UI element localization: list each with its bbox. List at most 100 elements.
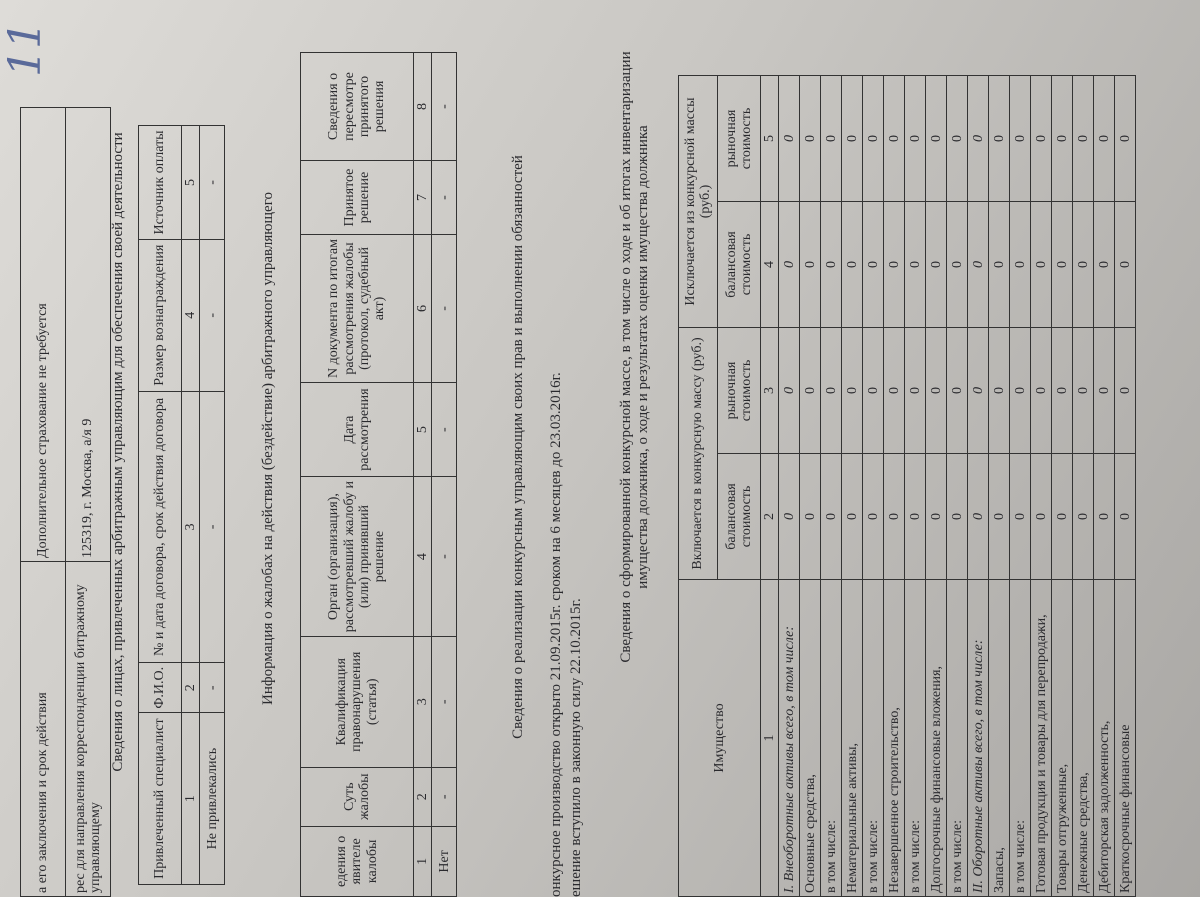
value-cell: 0	[988, 75, 1010, 202]
row-label: Нематериальные активы,	[841, 579, 863, 897]
header-row: едения о явителе калобы Суть жалобы Квалиф…	[300, 52, 414, 897]
number-cell: 4	[413, 476, 432, 637]
number-cell: 5	[760, 75, 779, 202]
row-label: Товары отгруженные,	[1051, 579, 1073, 897]
value-cell: 0	[904, 327, 926, 454]
value-cell: 0	[778, 75, 800, 202]
value-cell: 0	[799, 327, 821, 454]
table-row: Нематериальные активы, 0 0 0 0	[841, 75, 863, 897]
value-cell: 0	[1030, 453, 1052, 580]
value-cell: 0	[799, 453, 821, 580]
section-title: Сведения о реализации конкурсным управля…	[510, 155, 526, 739]
value-cell: 0	[967, 327, 989, 454]
value-cell: 0	[988, 453, 1010, 580]
number-cell: 3	[413, 636, 432, 768]
value-cell: 0	[820, 327, 842, 454]
table-row: Запасы, 0 0 0 0	[988, 75, 1010, 897]
value-cell: 0	[1093, 75, 1115, 202]
value-cell: 0	[778, 327, 800, 454]
complaints-table: едения о явителе калобы Суть жалобы Квалиф…	[300, 52, 457, 897]
value-cell: 0	[862, 327, 884, 454]
value-cell: 0	[946, 327, 968, 454]
value-cell: 0	[988, 327, 1010, 454]
header-cell: Источник оплаты	[138, 125, 182, 240]
header-cell: балансовая стоимость	[717, 453, 761, 580]
table-row: в том числе: 0 0 0 0	[904, 75, 926, 897]
table-cell: -	[199, 662, 225, 713]
row-label: Краткосрочные финансовые	[1114, 579, 1136, 897]
header-row: Имущество Включается в конкурсную массу (…	[678, 75, 761, 897]
value-cell: 0	[904, 75, 926, 202]
table-cell: -	[431, 52, 457, 161]
value-cell: 0	[841, 75, 863, 202]
value-cell: 0	[1072, 327, 1094, 454]
row-label: Долгосрочные финансовые вложения,	[925, 579, 947, 897]
value-cell: 0	[1072, 75, 1094, 202]
value-cell: 0	[862, 75, 884, 202]
table-row: Основные средства, 0 0 0 0	[799, 75, 821, 897]
value-cell: 0	[883, 327, 905, 454]
value-cell: 0	[1114, 201, 1136, 328]
value-cell: 0	[1051, 75, 1073, 202]
value-cell: 0	[1114, 327, 1136, 454]
table-row: Нет - - - - - - -	[431, 52, 457, 897]
row-label: в том числе:	[862, 579, 884, 897]
header-cell: Суть жалобы	[300, 767, 414, 827]
number-cell: 2	[181, 662, 200, 713]
value-cell: 0	[967, 201, 989, 328]
value-cell: 0	[1093, 327, 1115, 454]
table-row: Готовая продукция и товары для перепрода…	[1030, 75, 1052, 897]
value-cell: 0	[988, 201, 1010, 328]
header-cell: Размер вознаграждения	[138, 239, 182, 392]
value-cell: 0	[1114, 453, 1136, 580]
table-cell: рес для направления корреспонденции битр…	[65, 561, 111, 897]
top-table: а его заключения и срок действия Дополнит…	[20, 107, 111, 897]
persons-table: Привлеченный специалист Ф.И.О. № и дата до…	[138, 125, 225, 885]
value-cell: 0	[967, 453, 989, 580]
table-cell: -	[199, 239, 225, 392]
value-cell: 0	[946, 75, 968, 202]
number-cell: 1	[413, 826, 432, 897]
number-cell: 8	[413, 52, 432, 161]
table-cell: 125319, г. Москва, а/я 9	[65, 107, 111, 562]
value-cell: 0	[1030, 327, 1052, 454]
header-cell: Орган (организация), рассмотревший жалоб…	[300, 476, 414, 637]
header-cell: Принятое решение	[300, 160, 414, 235]
paragraph-line: ешение вступило в законную силу 22.10.20…	[568, 598, 584, 897]
section-title: Сведения о сформированной конкурсной мас…	[618, 51, 651, 663]
table-row: Товары отгруженные, 0 0 0 0	[1051, 75, 1073, 897]
row-label: Незавершенное строительство,	[883, 579, 905, 897]
header-cell: рыночная стоимость	[717, 327, 761, 454]
row-label: I. Внеоборотные активы всего, в том числ…	[778, 579, 800, 897]
value-cell: 0	[946, 201, 968, 328]
table-cell: -	[199, 125, 225, 240]
table-cell: а его заключения и срок действия	[20, 561, 66, 897]
value-cell: 0	[1093, 201, 1115, 328]
number-cell: 5	[181, 125, 200, 240]
table-row: Дебиторская задолженность, 0 0 0 0	[1093, 75, 1115, 897]
value-cell: 0	[904, 201, 926, 328]
table-row: Денежные средства, 0 0 0 0	[1072, 75, 1094, 897]
value-cell: 0	[1009, 327, 1031, 454]
value-cell: 0	[820, 75, 842, 202]
value-cell: 0	[862, 201, 884, 328]
value-cell: 0	[799, 75, 821, 202]
value-cell: 0	[799, 201, 821, 328]
header-cell: № и дата договора, срок действия договор…	[138, 391, 182, 663]
table-cell: Не привлекались	[199, 712, 225, 885]
table-row: Незавершенное строительство, 0 0 0 0	[883, 75, 905, 897]
value-cell: 0	[1072, 453, 1094, 580]
value-cell: 0	[925, 453, 947, 580]
header-cell: Квалификация правонарушения (статья)	[300, 636, 414, 768]
value-cell: 0	[1051, 201, 1073, 328]
value-cell: 0	[925, 201, 947, 328]
number-cell: 7	[413, 160, 432, 235]
value-cell: 0	[778, 201, 800, 328]
header-cell: едения о явителе калобы	[300, 826, 414, 897]
table-cell: -	[431, 160, 457, 235]
table-cell: Дополнительное страхование не требуется	[20, 107, 66, 562]
